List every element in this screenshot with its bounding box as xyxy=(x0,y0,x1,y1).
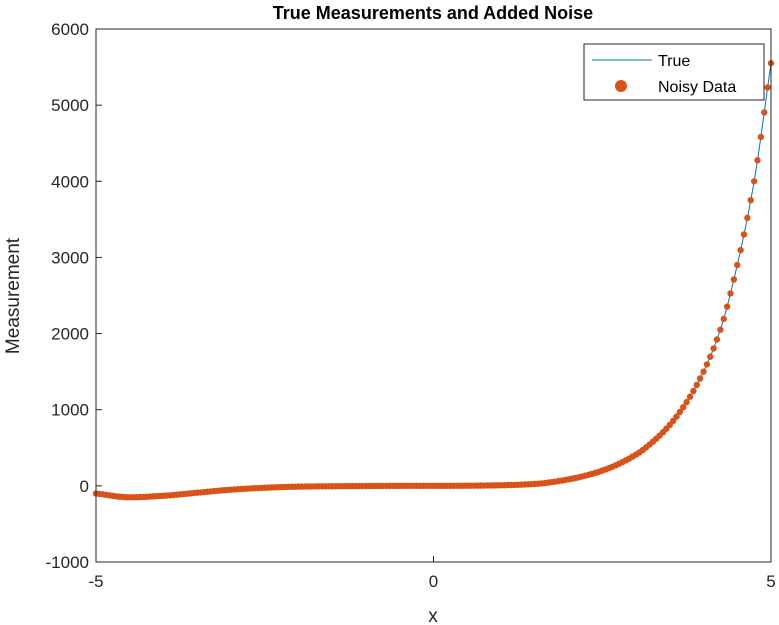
noisy-data-point xyxy=(734,261,741,269)
legend-label-noisy-data: Noisy Data xyxy=(658,79,736,96)
noisy-data-point xyxy=(710,345,717,352)
noisy-data-point xyxy=(737,246,744,254)
noisy-data-point xyxy=(713,336,721,343)
y-tick-label: 4000 xyxy=(51,172,89,191)
noisy-data-point xyxy=(686,393,694,400)
noisy-data-point xyxy=(757,133,765,141)
noisy-data-point xyxy=(676,408,684,416)
legend-label-true: True xyxy=(658,53,690,70)
noisy-data-point xyxy=(720,315,727,323)
legend: True Noisy Data xyxy=(583,43,765,101)
noisy-data-point xyxy=(703,361,711,368)
x-tick-label: 5 xyxy=(766,572,775,591)
noisy-data-point xyxy=(669,417,677,425)
x-axis-label: x xyxy=(428,606,438,625)
noisy-data-point xyxy=(761,109,768,116)
legend-box xyxy=(583,43,765,101)
noisy-data-point xyxy=(723,303,731,310)
legend-swatch-noisy-data xyxy=(615,80,627,92)
y-tick-label: 5000 xyxy=(51,96,89,115)
x-tick-label: -5 xyxy=(88,572,103,591)
y-tick-label: -1000 xyxy=(46,553,89,572)
noisy-data-point xyxy=(683,398,690,406)
noisy-data-point xyxy=(747,197,754,204)
noisy-data-point xyxy=(764,84,771,91)
y-tick-label: 3000 xyxy=(51,248,89,267)
noisy-data-point xyxy=(690,387,697,395)
noisy-data-point xyxy=(707,353,714,360)
noisy-data-point xyxy=(727,290,734,297)
y-tick-label: 6000 xyxy=(51,20,89,39)
noisy-data-point xyxy=(700,368,707,375)
axis-ticks: -1000 0 1000 2000 3000 4000 5000 6000 -5 0 5 xyxy=(46,20,776,591)
y-axis-label: Measurement xyxy=(3,237,24,354)
noisy-data-point xyxy=(717,326,724,333)
noisy-data-point xyxy=(740,231,748,238)
noisy-data-point xyxy=(730,276,738,283)
plot-frame xyxy=(95,28,772,563)
noisy-data-point xyxy=(744,214,751,222)
noisy-data-point xyxy=(750,178,758,185)
noisy-data-point xyxy=(673,413,680,420)
noisy-data-point xyxy=(754,157,761,164)
plot-area xyxy=(92,60,775,501)
y-tick-label: 1000 xyxy=(51,401,89,420)
noisy-data-point xyxy=(693,381,700,389)
noisy-data-point xyxy=(680,404,687,411)
x-tick-label: 0 xyxy=(429,572,438,591)
chart-title: True Measurements and Added Noise xyxy=(273,3,593,23)
series-line-true xyxy=(95,63,772,498)
noisy-data-point xyxy=(696,375,704,382)
y-tick-label: 2000 xyxy=(51,325,89,344)
y-tick-label: 0 xyxy=(80,477,89,496)
